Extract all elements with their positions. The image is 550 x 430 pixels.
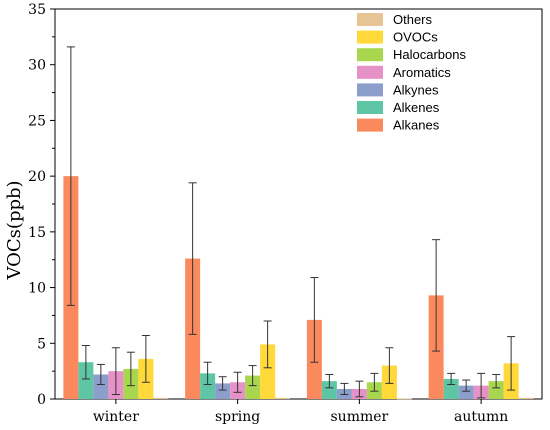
bar-alkynes-autumn: [458, 385, 474, 399]
x-tick-label-spring: spring: [215, 409, 260, 425]
bar-others-spring: [275, 397, 291, 399]
bar-others-autumn: [518, 397, 534, 399]
y-tick-label: 15: [28, 225, 46, 241]
y-tick-label: 25: [28, 113, 46, 129]
legend-label-ovocs: OVOCs: [393, 30, 438, 45]
x-tick-label-summer: summer: [331, 409, 389, 425]
legend-label-aromatics: Aromatics: [393, 65, 451, 80]
y-tick-label: 5: [37, 336, 46, 352]
y-axis: 0 5 10 15 20 25 30 35: [28, 2, 55, 408]
legend-label-others: Others: [393, 12, 433, 27]
legend-swatch-halocarbons: [357, 48, 383, 62]
x-tick-label-autumn: autumn: [454, 409, 508, 425]
legend-label-alkenes: Alkenes: [393, 100, 440, 115]
bar-alkynes-spring: [215, 383, 231, 399]
bar-others-winter: [153, 397, 169, 399]
legend-label-halocarbons: Halocarbons: [393, 47, 466, 62]
bar-halocarbons-autumn: [488, 381, 504, 399]
y-tick-label: 0: [37, 392, 46, 408]
legend-swatch-others: [357, 13, 383, 26]
legend-label-alkanes: Alkanes: [393, 118, 440, 133]
y-tick-label: 35: [28, 2, 46, 18]
legend-swatch-alkanes: [357, 118, 383, 132]
bar-alkenes-summer: [321, 381, 337, 399]
bar-alkenes-winter: [78, 362, 94, 399]
legend-swatch-ovocs: [357, 30, 383, 44]
y-tick-label: 30: [28, 58, 46, 74]
error-bars-layer: [66, 46, 516, 399]
legend-swatch-alkynes: [357, 83, 383, 97]
x-tick-label-winter: winter: [93, 409, 139, 425]
legend: Others OVOCs Halocarbons Aromatics Alkynes Al…: [357, 12, 466, 133]
bar-alkynes-winter: [93, 374, 109, 399]
bar-halocarbons-spring: [245, 375, 261, 399]
bar-alkenes-spring: [200, 373, 216, 399]
bar-others-summer: [396, 398, 412, 400]
plot-border: [54, 8, 543, 400]
y-axis-title: VOCs(ppb): [4, 180, 25, 280]
bar-ovocs-spring: [260, 344, 276, 399]
legend-swatch-alkenes: [357, 101, 383, 114]
x-axis: winter spring summer autumn: [93, 399, 508, 425]
bar-alkenes-autumn: [443, 378, 459, 399]
bars-layer: [63, 176, 534, 400]
y-tick-label: 10: [28, 281, 46, 297]
legend-swatch-aromatics: [357, 65, 383, 79]
y-tick-label: 20: [28, 169, 46, 185]
plot-frame: [54, 8, 543, 400]
legend-label-alkynes: Alkynes: [393, 82, 439, 97]
